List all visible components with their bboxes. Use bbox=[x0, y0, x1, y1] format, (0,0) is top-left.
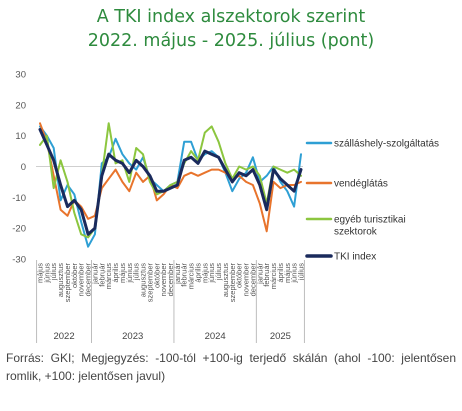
legend-label-line: TKI index bbox=[334, 252, 376, 263]
x-tick-label: november bbox=[159, 263, 168, 297]
chart-title-line1: A TKI index alszektorok szerint bbox=[96, 7, 366, 27]
x-tick-label: július bbox=[297, 263, 306, 281]
x-tick-label: július bbox=[49, 263, 58, 281]
x-tick-label: március bbox=[104, 263, 113, 290]
x-tick-label: február bbox=[97, 262, 106, 286]
x-tick-label: június bbox=[290, 263, 299, 284]
x-tick-label: június bbox=[42, 263, 51, 284]
year-label: 2022 bbox=[53, 331, 74, 342]
x-tick-label: augusztus bbox=[139, 263, 148, 297]
y-tick-label: -10 bbox=[12, 193, 26, 204]
legend-label-line: vendéglátás bbox=[334, 179, 388, 190]
x-tick-label: április bbox=[111, 263, 120, 283]
x-tick-label: december bbox=[166, 263, 175, 297]
x-tick-label: szeptember bbox=[145, 263, 154, 303]
x-tick-label: április bbox=[276, 263, 285, 283]
x-tick-label: február bbox=[180, 262, 189, 286]
x-tick-label: január bbox=[90, 263, 99, 285]
legend-label-line: szálláshely-szolgáltatás bbox=[334, 139, 439, 150]
x-tick-label: május bbox=[200, 263, 209, 283]
x-tick-label: november bbox=[77, 263, 86, 297]
x-tick-label: augusztus bbox=[56, 263, 65, 297]
x-tick-label: november bbox=[242, 263, 251, 297]
legend-label-line: egyéb turisztikai bbox=[334, 215, 406, 226]
year-label: 2023 bbox=[122, 331, 143, 342]
x-tick-label: október bbox=[152, 263, 161, 289]
legend-label-0: szálláshely-szolgáltatás bbox=[334, 139, 439, 150]
x-tick-label: szeptember bbox=[228, 263, 237, 303]
x-tick-label: április bbox=[194, 263, 203, 283]
legend-label-2: egyéb turisztikai szektorok bbox=[334, 215, 406, 238]
x-tick-label: május bbox=[283, 263, 292, 283]
chart-title-line2: 2022. május - 2025. július (pont) bbox=[87, 31, 375, 51]
x-tick-label: január bbox=[255, 263, 264, 285]
source-note: Forrás: GKI; Megjegyzés: -100-tól +100-i… bbox=[6, 351, 456, 383]
x-tick-label: május bbox=[118, 263, 127, 283]
x-tick-label: július bbox=[214, 263, 223, 281]
y-tick-label: 0 bbox=[21, 162, 26, 173]
x-tick-label: május bbox=[36, 263, 45, 283]
x-tick-label: január bbox=[173, 263, 182, 285]
x-tick-label: március bbox=[269, 263, 278, 290]
tki-line-chart: 3020100-10-20-30májusjúniusjúliusauguszt… bbox=[12, 70, 439, 343]
x-tick-label: június bbox=[207, 263, 216, 284]
x-tick-label: június bbox=[125, 263, 134, 284]
year-label: 2025 bbox=[270, 331, 291, 342]
x-tick-label: december bbox=[84, 263, 93, 297]
year-label: 2024 bbox=[205, 331, 226, 342]
x-tick-label: február bbox=[262, 262, 271, 286]
series-line-3 bbox=[38, 128, 303, 236]
series-line-2 bbox=[39, 122, 302, 239]
x-tick-label: szeptember bbox=[63, 263, 72, 303]
y-tick-label: 20 bbox=[15, 100, 26, 111]
x-tick-label: október bbox=[70, 263, 79, 289]
x-tick-label: augusztus bbox=[221, 263, 230, 297]
legend-label-1: vendéglátás bbox=[334, 179, 388, 190]
x-tick-label: július bbox=[132, 263, 141, 281]
y-tick-label: -20 bbox=[12, 224, 26, 235]
x-tick-label: október bbox=[235, 263, 244, 289]
legend-label-3: TKI index bbox=[334, 252, 376, 263]
x-tick-label: december bbox=[248, 263, 257, 297]
y-tick-label: -30 bbox=[12, 255, 26, 266]
legend-label-line: szektorok bbox=[334, 227, 378, 238]
x-tick-label: március bbox=[187, 263, 196, 290]
y-tick-label: 30 bbox=[15, 70, 26, 81]
y-tick-label: 10 bbox=[15, 131, 26, 142]
